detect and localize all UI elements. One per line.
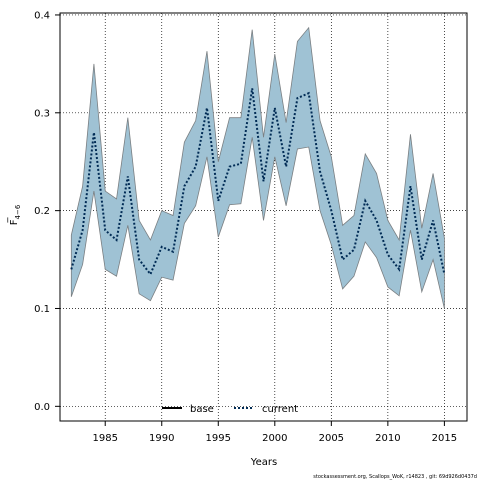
- grid-layer: [60, 13, 467, 421]
- x-tick-label: 2010: [375, 433, 400, 444]
- x-axis-title: Years: [250, 457, 277, 468]
- footer-credit: stockassessment.org, Scallops_WoK, r1482…: [313, 474, 477, 480]
- x-tick-label: 1995: [206, 433, 231, 444]
- y-tick-label: 0.1: [34, 304, 50, 315]
- plot-frame: [59, 12, 468, 422]
- y-axis-subscript: 4−6: [14, 204, 22, 219]
- legend-base-label: base: [190, 404, 214, 415]
- current-series-line: [70, 88, 446, 277]
- x-tick-label: 2000: [262, 433, 287, 444]
- y-axis-title: F4−6 ‾: [7, 204, 22, 225]
- svg-text:F4−6: F4−6: [9, 204, 22, 225]
- x-tick-label: 1990: [149, 433, 174, 444]
- line-layer: [70, 88, 446, 277]
- x-tick-label: 2005: [319, 433, 344, 444]
- x-axis-label: Years: [250, 457, 277, 468]
- y-axis-label: F: [9, 219, 20, 225]
- y-tick-label: 0.4: [34, 10, 50, 21]
- y-axis-overbar: ‾: [7, 217, 18, 224]
- legend-current-label: current: [262, 404, 298, 415]
- y-tick-label: 0.3: [34, 108, 50, 119]
- x-tick-label: 1985: [92, 433, 117, 444]
- axis-layer: 1985 1990 1995 2000 2005 2010 2015 0.0 0.1 0.2 0.3…: [34, 10, 457, 444]
- x-tick-label: 2015: [432, 433, 457, 444]
- y-tick-label: 0.0: [34, 402, 50, 413]
- y-tick-label: 0.2: [34, 206, 50, 217]
- band-layer: [70, 26, 445, 309]
- legend: base current: [162, 404, 298, 415]
- confidence-band: [70, 26, 445, 309]
